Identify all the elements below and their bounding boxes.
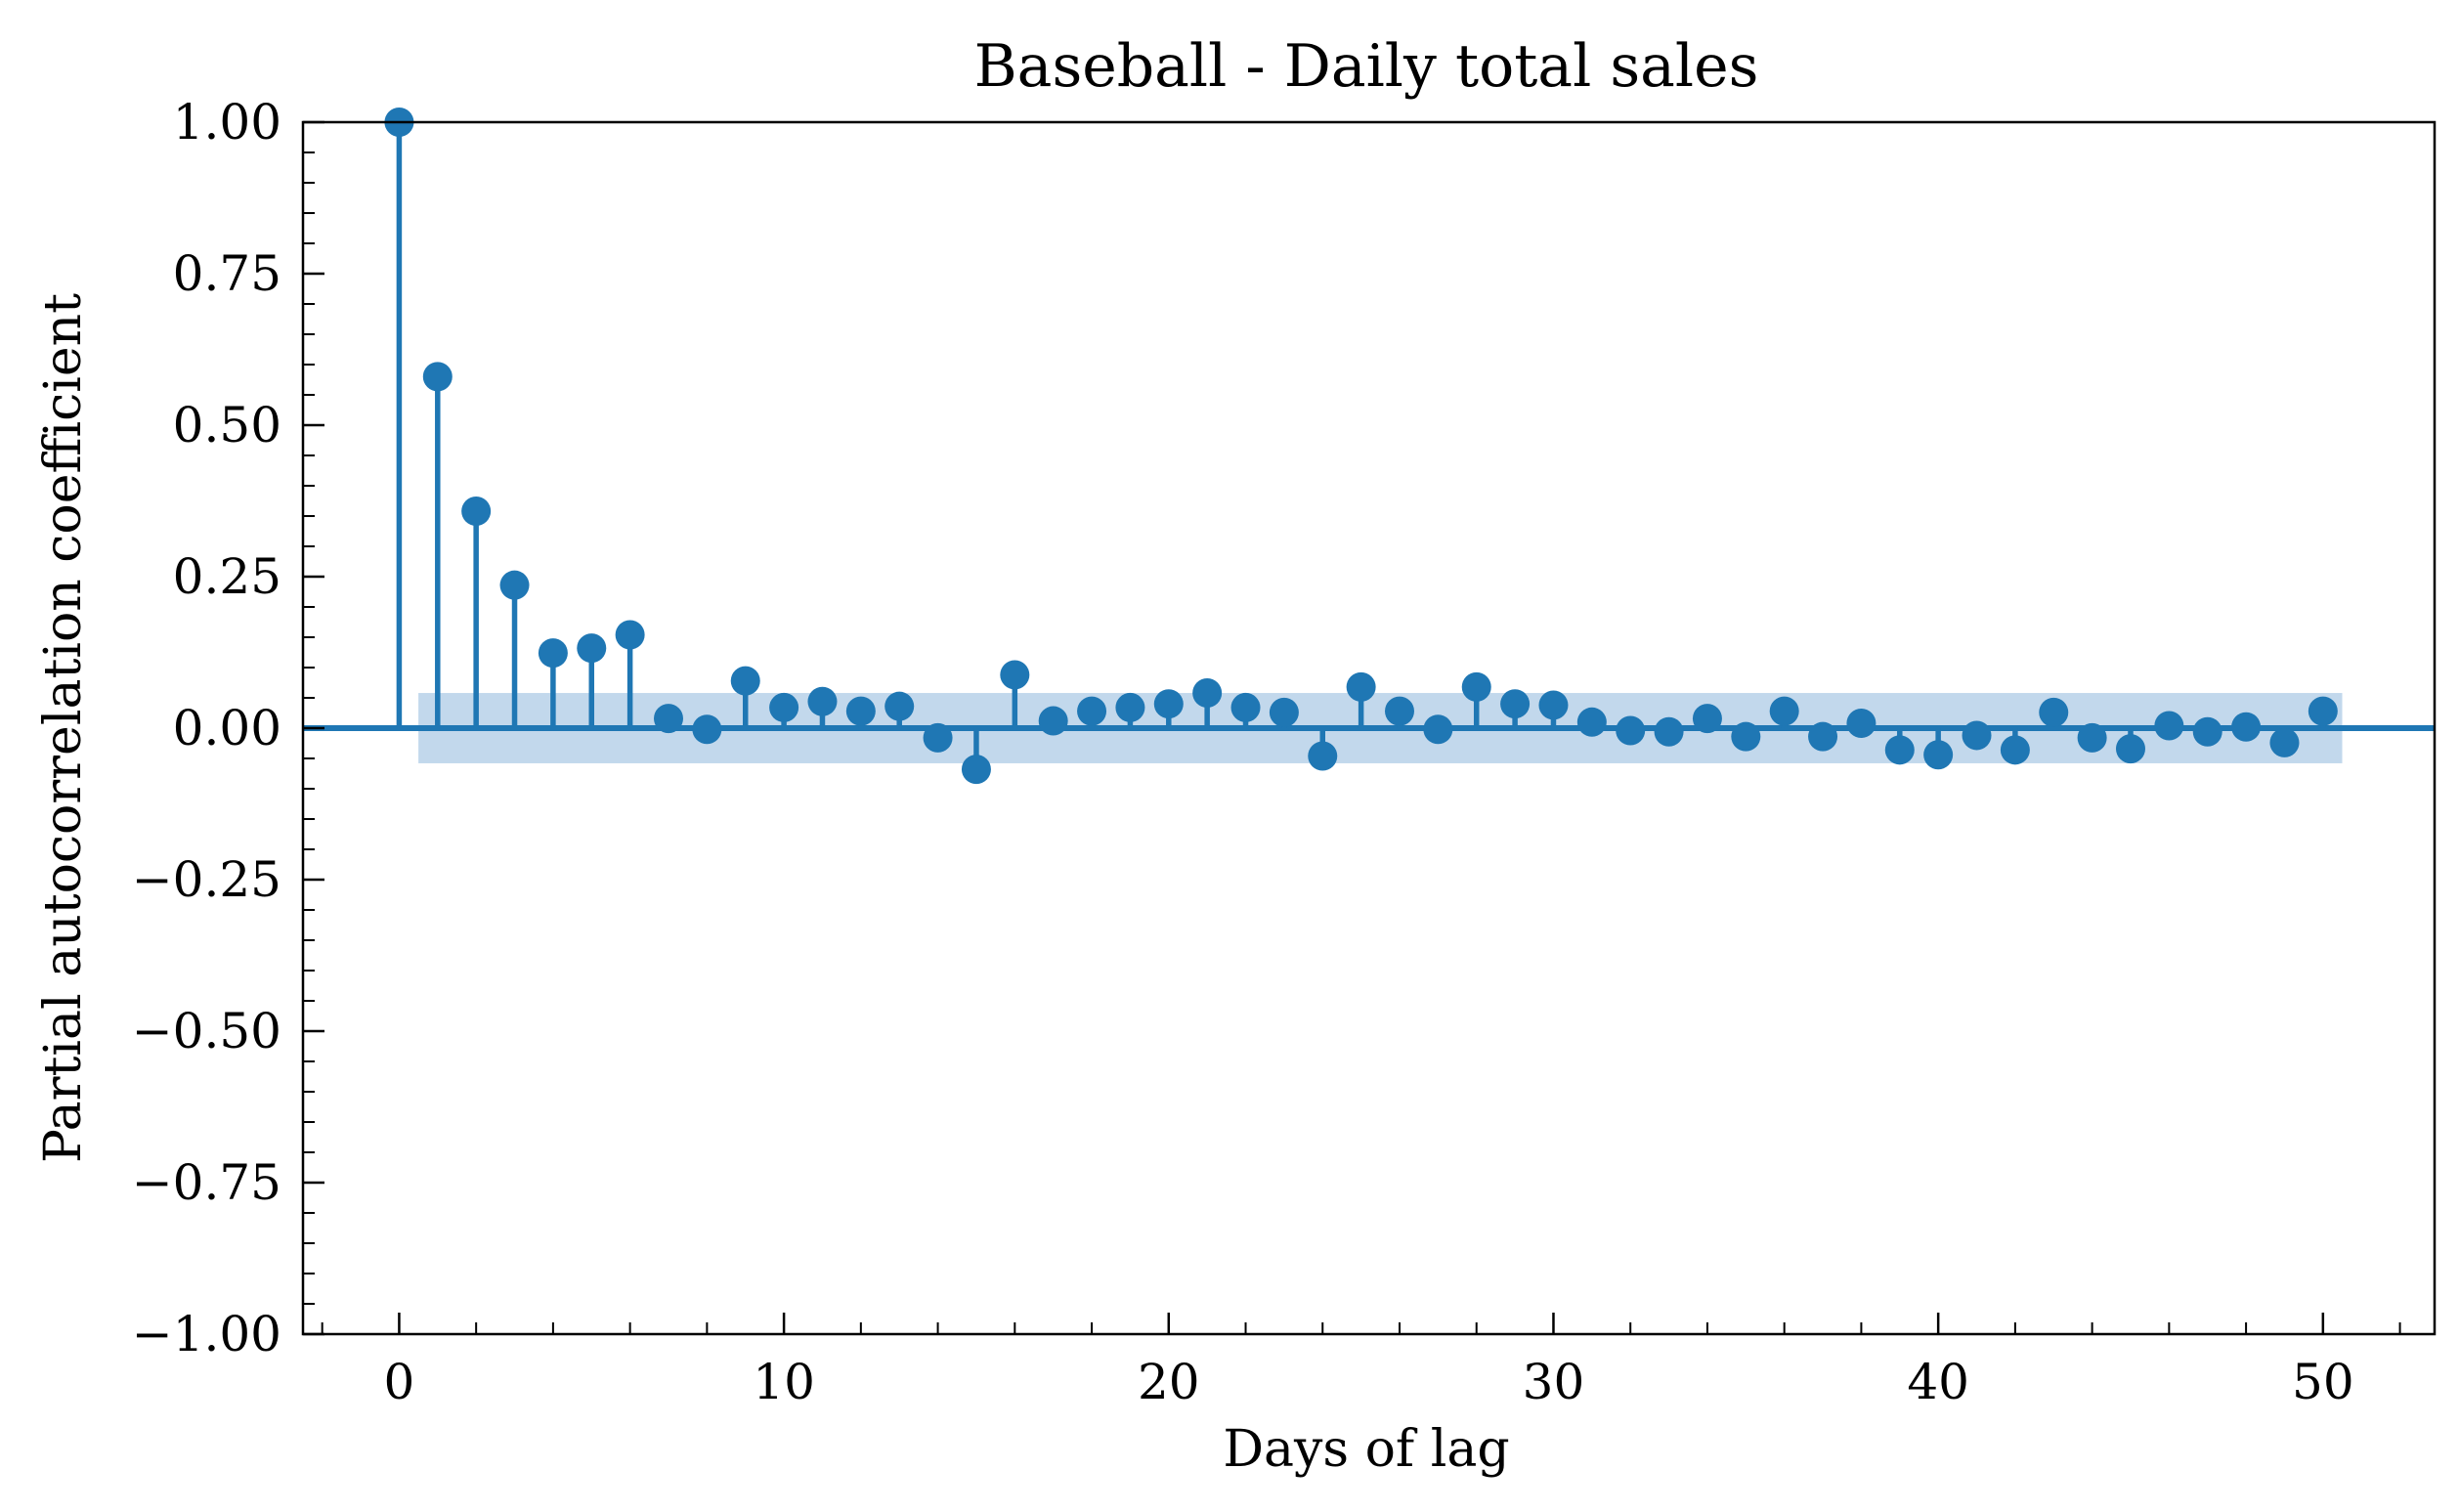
data-point — [538, 638, 568, 669]
data-point — [1384, 696, 1414, 726]
data-point — [1077, 696, 1107, 726]
data-point — [1884, 735, 1915, 765]
x-tick-label: 0 — [384, 1354, 415, 1410]
data-point — [845, 696, 876, 726]
data-point — [499, 570, 530, 600]
data-point — [2269, 727, 2300, 757]
data-point — [1654, 716, 1684, 747]
y-tick-label: −1.00 — [132, 1306, 281, 1362]
x-axis-label: Days of lag — [1223, 1420, 1509, 1479]
data-point — [730, 666, 760, 696]
data-point — [807, 686, 838, 716]
data-point — [2231, 712, 2262, 742]
stem-lines — [396, 122, 2326, 770]
data-point — [1000, 660, 1030, 690]
data-point — [461, 497, 492, 527]
data-point — [2000, 735, 2030, 765]
data-point — [1192, 678, 1223, 709]
data-point — [2308, 696, 2338, 726]
data-point — [1346, 671, 1376, 702]
y-tick-label: 0.00 — [173, 700, 281, 756]
data-point — [2077, 722, 2107, 753]
data-point — [2115, 734, 2145, 764]
x-tick-label: 30 — [1523, 1354, 1585, 1410]
data-point — [1616, 715, 1646, 746]
data-point — [1538, 690, 1569, 720]
data-point — [2154, 711, 2184, 741]
data-point — [1461, 671, 1491, 702]
data-point — [1269, 697, 1299, 727]
x-tick-label: 10 — [753, 1354, 815, 1410]
data-point — [422, 362, 453, 392]
y-axis-ticks: 1.00 0.75 0.50 0.25 0.00 −0.25 −0.50 −0.75 −1.00 — [132, 94, 324, 1362]
x-tick-label: 50 — [2292, 1354, 2354, 1410]
data-point — [615, 620, 645, 650]
data-point — [653, 704, 683, 734]
data-point — [1731, 721, 1761, 752]
data-point — [769, 692, 799, 722]
x-tick-label: 40 — [1907, 1354, 1969, 1410]
data-point — [1500, 689, 1531, 719]
chart-title: Baseball - Daily total sales — [974, 32, 1759, 101]
x-tick-label: 20 — [1138, 1354, 1200, 1410]
data-point — [692, 714, 722, 745]
data-point — [1962, 720, 1992, 751]
data-point — [1308, 741, 1338, 771]
y-tick-label: −0.75 — [132, 1154, 281, 1211]
data-point — [884, 691, 915, 721]
data-point — [1230, 692, 1261, 722]
data-point — [1923, 740, 1954, 770]
data-point — [1576, 707, 1607, 737]
data-point — [1692, 704, 1722, 734]
y-tick-label: 0.25 — [173, 548, 281, 605]
data-point — [2039, 697, 2069, 727]
data-point — [1115, 692, 1145, 722]
data-point — [1769, 696, 1799, 726]
data-markers — [384, 108, 2338, 785]
data-point — [2192, 716, 2222, 747]
y-tick-label: 1.00 — [173, 94, 281, 151]
y-tick-label: −0.50 — [132, 1003, 281, 1059]
data-point — [1808, 721, 1838, 752]
data-point — [1846, 709, 1877, 739]
y-tick-label: 0.50 — [173, 397, 281, 454]
data-point — [923, 722, 953, 753]
y-axis-label: Partial autocorrelation coefficient — [34, 293, 93, 1163]
y-tick-label: −0.25 — [132, 851, 281, 908]
x-axis-ticks: 0 10 20 30 40 50 — [321, 1313, 2401, 1410]
y-tick-label: 0.75 — [173, 245, 281, 302]
data-point — [1038, 706, 1068, 736]
data-point — [1153, 689, 1184, 719]
data-point — [1423, 714, 1453, 745]
data-point — [577, 633, 607, 664]
data-point — [961, 755, 991, 785]
